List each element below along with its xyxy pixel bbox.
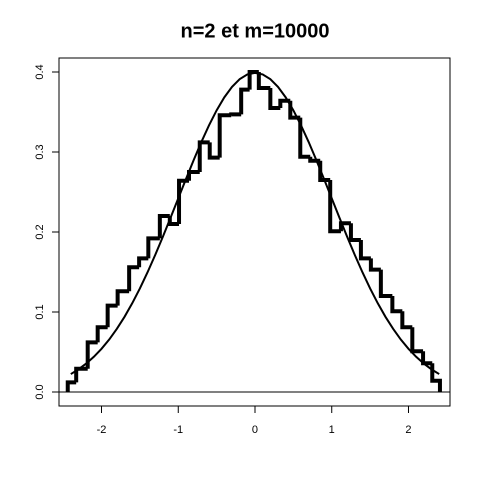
density-curve [70, 71, 440, 375]
y-tick-label: 0.3 [34, 144, 46, 159]
step [177, 178, 190, 224]
step [197, 140, 210, 172]
step [229, 112, 242, 117]
plot-box [58, 57, 451, 407]
step [410, 327, 424, 354]
step [390, 296, 403, 314]
step [348, 223, 361, 242]
step [207, 142, 220, 160]
x-tick-label: 2 [405, 424, 411, 436]
step [421, 351, 433, 366]
step [137, 256, 149, 268]
step [368, 258, 381, 272]
step [358, 240, 371, 261]
step [65, 380, 77, 392]
step [157, 214, 170, 239]
x-tick-label: -2 [97, 424, 107, 436]
step [239, 87, 250, 115]
y-tick-label: 0.0 [34, 384, 46, 399]
step [127, 265, 140, 292]
step [187, 170, 200, 181]
step [268, 88, 281, 110]
x-tick-label: 0 [252, 424, 258, 436]
step [318, 160, 331, 182]
step [95, 325, 108, 343]
step [146, 236, 160, 259]
step [430, 363, 442, 392]
step [74, 366, 88, 383]
y-tick-label: 0.4 [34, 64, 46, 79]
y-tick-label: 0.1 [34, 304, 46, 319]
x-tick-label: 1 [329, 424, 335, 436]
step [378, 269, 393, 298]
step [298, 117, 311, 159]
step [115, 289, 130, 306]
step [105, 303, 118, 328]
step [217, 113, 232, 158]
step [256, 72, 271, 90]
step [85, 340, 98, 369]
y-tick-label: 0.2 [34, 224, 46, 239]
chart-title: n=2 et m=10000 [181, 20, 330, 42]
step [400, 311, 413, 330]
x-tick-label: -1 [173, 424, 183, 436]
step [247, 70, 259, 90]
